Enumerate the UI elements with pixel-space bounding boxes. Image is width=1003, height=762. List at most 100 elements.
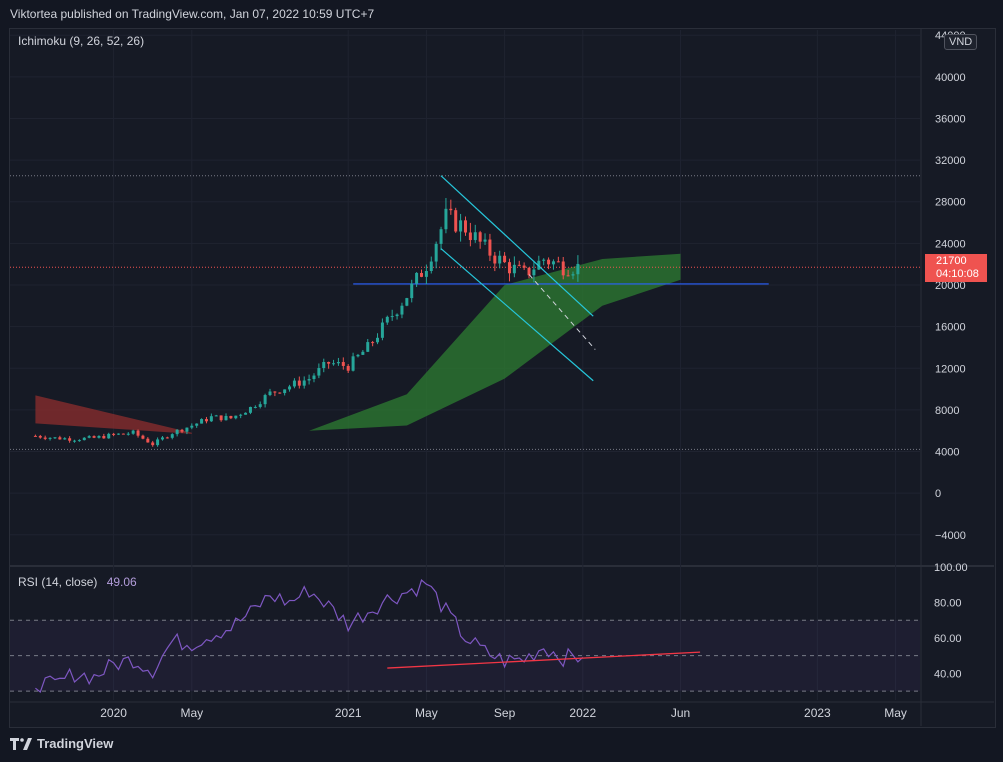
candle-body [429, 261, 433, 272]
candle-body [112, 433, 116, 435]
candle-body [224, 415, 228, 421]
candle-body [454, 210, 458, 232]
candle-body [527, 267, 531, 276]
projection-dashed-line [528, 274, 596, 350]
y-tick-label: 8000 [935, 405, 959, 417]
tradingview-logo-text: TradingView [37, 736, 114, 751]
candle-body [395, 314, 399, 317]
candle-body [400, 305, 404, 315]
candle-body [87, 436, 91, 438]
candle-body [405, 298, 409, 306]
candle-body [263, 395, 267, 405]
candle-body [229, 415, 233, 419]
rsi-trendline [387, 651, 701, 669]
candle-body [43, 437, 47, 439]
candle-body [185, 427, 189, 432]
channel-upper [440, 175, 594, 317]
candle-body [361, 351, 365, 355]
candle-body [503, 255, 507, 263]
ichimoku-label: Ichimoku (9, 26, 52, 26) [18, 34, 145, 48]
candle-body [517, 264, 521, 266]
rsi-tick-label: 80.00 [934, 597, 962, 609]
candle-body [146, 438, 150, 443]
candle-body [498, 255, 502, 264]
candle-body [420, 272, 424, 277]
candle-body [190, 425, 194, 428]
candle-body [410, 283, 414, 299]
candle-body [141, 435, 145, 439]
candle-body [493, 255, 497, 264]
candle-body [376, 337, 380, 343]
publish-header: Viktortea published on TradingView.com, … [10, 7, 375, 21]
candle-body [288, 386, 292, 390]
y-tick-label: 32000 [935, 155, 966, 167]
horizontal-lines [10, 175, 920, 450]
tradingview-logo[interactable]: TradingView [10, 736, 113, 751]
ichimoku-legend[interactable]: Ichimoku (9, 26, 52, 26) [18, 34, 144, 48]
candle-body [234, 415, 238, 419]
cloud-bullish [309, 253, 681, 431]
candle-body [116, 433, 120, 435]
x-tick-label: May [415, 706, 438, 720]
candle-body [556, 261, 560, 263]
candle-body [576, 263, 580, 275]
candle-body [38, 435, 42, 438]
candles [33, 198, 580, 447]
candle-body [346, 365, 350, 371]
x-tick-label: 2022 [569, 706, 596, 720]
candle-body [390, 316, 394, 318]
candle-body [351, 356, 355, 371]
currency-unit-button[interactable]: VND [944, 34, 978, 50]
candle-body [53, 437, 57, 439]
ichimoku-cloud [35, 253, 681, 434]
candle-body [136, 430, 140, 436]
candle-body [151, 442, 155, 446]
x-tick-label: 2023 [804, 706, 831, 720]
y-tick-label: 12000 [935, 363, 966, 375]
candle-body [488, 239, 492, 256]
cloud-bearish [35, 395, 192, 434]
candle-body [473, 232, 477, 241]
bar-countdown: 04:10:08 [936, 268, 979, 280]
candle-body [121, 433, 125, 435]
y-tick-label: −4000 [935, 530, 966, 542]
candle-body [547, 259, 551, 265]
candle-body [92, 436, 96, 438]
candle-body [58, 437, 62, 440]
candle-body [537, 260, 541, 270]
candle-body [73, 440, 77, 442]
y-tick-label: 16000 [935, 322, 966, 334]
candle-body [219, 415, 223, 421]
candle-body [302, 380, 306, 386]
candle-body [253, 406, 257, 408]
rsi-pane-plot [10, 579, 920, 693]
candle-body [332, 363, 336, 365]
candle-body [107, 433, 111, 439]
x-tick-label: 2021 [335, 706, 362, 720]
x-tick-label: 2020 [100, 706, 127, 720]
candle-body [307, 379, 311, 381]
rsi-legend[interactable]: RSI (14, close) 49.06 [18, 575, 137, 589]
x-tick-label: Sep [494, 706, 516, 720]
candle-body [131, 430, 135, 434]
candle-body [356, 354, 360, 357]
candle-body [424, 271, 428, 277]
candle-body [48, 437, 52, 439]
candle-body [512, 264, 516, 274]
candle-body [297, 380, 301, 386]
candle-body [507, 262, 511, 274]
candle-body [327, 362, 331, 364]
candle-body [444, 208, 448, 230]
candle-body [258, 404, 262, 407]
candle-body [160, 437, 164, 440]
last-price-tag: 21700 04:10:08 [925, 254, 987, 282]
candle-body [483, 239, 487, 242]
candle-body [380, 322, 384, 338]
candle-body [478, 232, 482, 242]
candle-body [459, 220, 463, 232]
candle-body [204, 419, 208, 422]
candle-body [209, 416, 213, 422]
candle-body [439, 229, 443, 244]
x-tick-label: May [180, 706, 203, 720]
